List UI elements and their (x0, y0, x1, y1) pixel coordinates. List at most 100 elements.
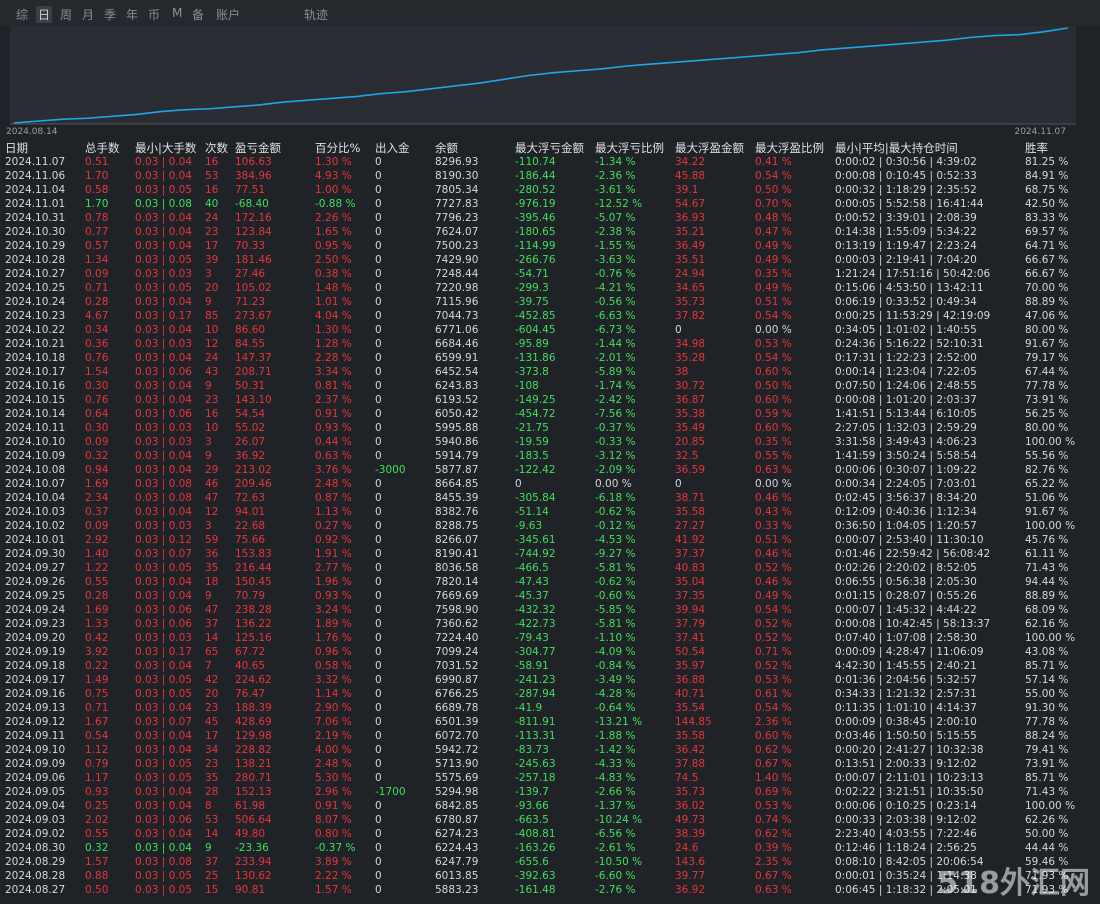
table-cell: 0:12:46 | 1:18:24 | 2:56:25 (835, 842, 977, 854)
table-cell: -287.94 (515, 688, 556, 700)
table-cell: 23 (205, 226, 219, 238)
table-cell: 79.17 % (1025, 352, 1069, 364)
table-cell: -304.77 (515, 646, 556, 658)
table-cell: 4.93 % (315, 170, 352, 182)
table-cell: 0.58 % (315, 660, 352, 672)
table-cell: 35.58 (675, 506, 706, 518)
table-cell: 0.80 % (315, 828, 352, 840)
table-cell: 71.93 % (1025, 884, 1069, 896)
table-cell: 1.48 % (315, 282, 352, 294)
table-cell: 3:31:58 | 3:49:43 | 4:06:23 (835, 436, 977, 448)
table-cell: -7.56 % (595, 408, 636, 420)
table-cell: 0.35 % (755, 268, 792, 280)
table-cell: 125.16 (235, 632, 272, 644)
table-cell: 2024.09.10 (5, 744, 66, 756)
table-cell: 0.50 % (755, 184, 792, 196)
table-cell: 3.89 % (315, 856, 352, 868)
table-cell: 6780.87 (435, 814, 479, 826)
table-cell: 0.03 | 0.04 (135, 506, 192, 518)
table-cell: 1.89 % (315, 618, 352, 630)
table-cell: 0.54 % (755, 170, 792, 182)
table-cell: 2024.10.15 (5, 394, 66, 406)
tab[interactable]: 年 (126, 8, 139, 22)
table-cell: 0.41 % (755, 156, 792, 168)
table-cell: 0:00:07 | 2:11:01 | 10:23:13 (835, 772, 984, 784)
table-cell: 143.10 (235, 394, 272, 406)
table-cell: 100.00 % (1025, 520, 1076, 532)
table-cell: 2024.08.29 (5, 856, 66, 868)
table-cell: -3000 (375, 464, 406, 476)
table-cell: 0 (375, 674, 382, 686)
table-cell: -2.66 % (595, 786, 636, 798)
table-cell: 0.03 | 0.04 (135, 240, 192, 252)
table-cell: 0.03 | 0.05 (135, 254, 192, 266)
table-cell: 6766.25 (435, 688, 479, 700)
table-cell: 88.89 % (1025, 590, 1069, 602)
table-cell: 100.00 % (1025, 632, 1076, 644)
table-cell: 20 (205, 688, 219, 700)
table-cell: 0:00:32 | 1:18:29 | 2:35:52 (835, 184, 977, 196)
table-cell: 43.08 % (1025, 646, 1069, 658)
table-cell: 15 (205, 884, 219, 896)
table-cell: 8266.07 (435, 534, 479, 546)
watermark: 518外汇网 (937, 866, 1090, 901)
table-cell: 6247.79 (435, 856, 479, 868)
table-cell: -0.76 % (595, 268, 636, 280)
table-cell: -41.9 (515, 702, 543, 714)
table-cell: 0.49 % (755, 254, 792, 266)
table-cell: -245.63 (515, 758, 556, 770)
table-cell: 7820.14 (435, 576, 479, 588)
table-cell: -0.37 % (595, 422, 636, 434)
table-cell: 0.63 % (315, 450, 352, 462)
table-cell: 0:14:38 | 1:55:09 | 5:34:22 (835, 226, 977, 238)
table-cell: 2024.10.11 (5, 422, 66, 434)
table-cell: 1:41:59 | 3:50:24 | 5:58:54 (835, 450, 977, 462)
table-cell: -4.28 % (595, 688, 636, 700)
table-cell: 0.60 % (755, 394, 792, 406)
tab[interactable]: M (172, 6, 183, 20)
table-cell: 7360.62 (435, 618, 479, 630)
table-cell: 0.03 | 0.04 (135, 842, 192, 854)
table-cell: 0.93 % (315, 422, 352, 434)
table-cell: 2024.11.07 (5, 156, 66, 168)
table-cell: 2024.10.07 (5, 478, 66, 490)
table-cell: 0:08:10 | 8:42:05 | 20:06:54 (835, 856, 984, 868)
tab[interactable]: 月 (82, 8, 95, 22)
table-cell: 3 (205, 436, 212, 448)
table-cell: 5.30 % (315, 772, 352, 784)
table-cell: 172.16 (235, 212, 272, 224)
table-cell: 0 (375, 352, 382, 364)
table-cell: -0.62 % (595, 576, 636, 588)
table-cell: 0:02:26 | 2:20:02 | 8:52:05 (835, 562, 977, 574)
table-cell: 30.72 (675, 380, 706, 392)
table-cell: 1:21:24 | 17:51:16 | 50:42:06 (835, 268, 991, 280)
table-cell: 71.43 % (1025, 786, 1069, 798)
table-cell: 1.91 % (315, 548, 352, 560)
table-cell: 0.03 | 0.05 (135, 562, 192, 574)
tab[interactable]: 周 (60, 8, 73, 22)
table-cell: 2.34 (85, 492, 109, 504)
table-cell: 2024.10.27 (5, 268, 66, 280)
table-cell: 0.03 | 0.04 (135, 464, 192, 476)
table-cell: 0 (375, 282, 382, 294)
table-cell: 8296.93 (435, 156, 479, 168)
tab[interactable]: 币 (148, 8, 161, 22)
table-cell: 2024.09.12 (5, 716, 66, 728)
table-cell: 12 (205, 506, 219, 518)
table-cell: 0.55 % (755, 450, 792, 462)
table-cell: -3.61 % (595, 184, 636, 196)
tab[interactable]: 季 (104, 8, 117, 22)
table-cell: 2024.10.24 (5, 296, 66, 308)
tab[interactable]: 备 (192, 8, 205, 22)
tab[interactable]: 轨迹 (304, 8, 329, 22)
table-cell: 0.03 | 0.06 (135, 366, 192, 378)
table-cell: 153.83 (235, 548, 272, 560)
table-cell: 0 (375, 688, 382, 700)
tab[interactable]: 账户 (216, 8, 241, 22)
tab[interactable]: 日 (36, 6, 53, 23)
tab[interactable]: 综 (16, 8, 29, 22)
table-cell: -4.83 % (595, 772, 636, 784)
table-cell: 0.03 | 0.03 (135, 268, 192, 280)
table-cell: 0:34:33 | 1:21:32 | 2:57:31 (835, 688, 977, 700)
table-cell: 25 (205, 870, 219, 882)
